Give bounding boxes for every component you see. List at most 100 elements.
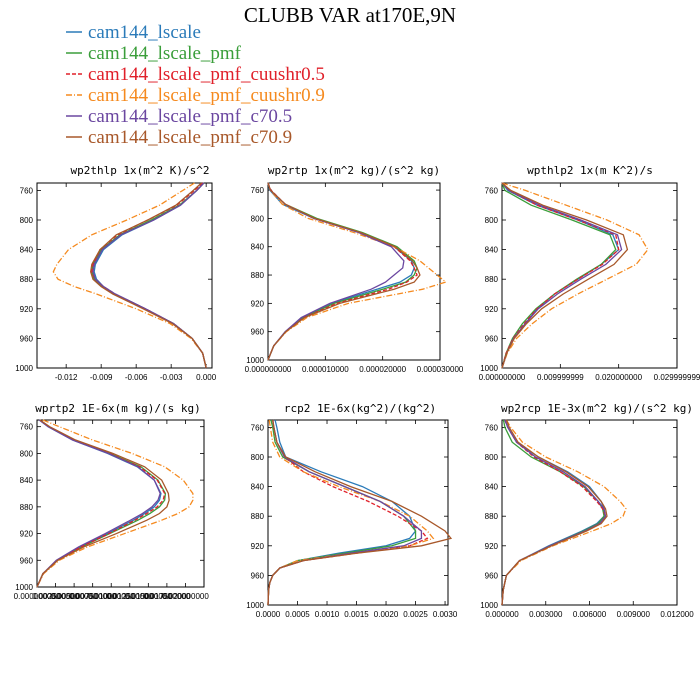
y-tick-label: 760 bbox=[485, 423, 499, 432]
y-tick-label: 920 bbox=[20, 305, 34, 314]
y-tick-label: 1000 bbox=[246, 356, 264, 365]
y-tick-label: 960 bbox=[485, 334, 499, 343]
x-tick-label: 0.029999999 bbox=[654, 373, 700, 382]
x-tick-label: 0.000000 bbox=[485, 610, 519, 619]
x-tick-label: 0.012000 bbox=[660, 610, 694, 619]
x-tick-label: 0.012500000 bbox=[106, 592, 153, 601]
x-tick-label: 0.020000000 bbox=[595, 373, 642, 382]
x-tick-label: 0.0015 bbox=[344, 610, 369, 619]
legend: cam144_lscalecam144_lscale_pmfcam144_lsc… bbox=[66, 22, 325, 148]
y-tick-label: 920 bbox=[251, 299, 265, 308]
x-tick-label: 0.002500000 bbox=[32, 592, 79, 601]
series-line-cam144-lscale-pmf-c70-5 bbox=[36, 419, 161, 588]
series-line-cam144-lscale-pmf-cuushr0-9 bbox=[501, 182, 649, 369]
legend-label: cam144_lscale_pmf bbox=[88, 43, 242, 64]
series-line-cam144-lscale-pmf-c70-5 bbox=[501, 419, 607, 606]
legend-label: cam144_lscale bbox=[88, 22, 201, 43]
y-tick-label: 920 bbox=[251, 542, 265, 551]
x-tick-label: 0.0000 bbox=[256, 610, 281, 619]
x-tick-label: 0.017500000 bbox=[144, 592, 191, 601]
x-tick-label: 0.000000000 bbox=[245, 365, 292, 374]
series-line-cam144-lscale-pmf-c70-9 bbox=[501, 182, 629, 369]
y-tick-label: 960 bbox=[485, 571, 499, 580]
plot-frame bbox=[36, 419, 205, 588]
panel-title: wp2thlp 1x(m^2 K)/s^2 bbox=[70, 164, 209, 177]
series-line-cam144-lscale-pmf-cuushr0-9 bbox=[267, 182, 448, 361]
y-tick-label: 760 bbox=[20, 186, 34, 195]
series-line-cam144-lscale-pmf-c70-5 bbox=[92, 182, 207, 369]
panel-3: wpthlp2 1x(m K^2)/s 760 800 840 880 920 960 100… bbox=[479, 164, 700, 382]
y-tick-label: 880 bbox=[251, 271, 265, 280]
panel-title: wp2rcp 1E-3x(m^2 kg)/(s^2 kg) bbox=[501, 402, 693, 415]
x-tick-label: 0.015000000 bbox=[125, 592, 172, 601]
plot-frame bbox=[267, 182, 441, 361]
series-line-cam144-lscale-pmf-cuushr0-5 bbox=[501, 419, 607, 606]
y-tick-label: 840 bbox=[20, 476, 34, 485]
series-line-cam144-lscale bbox=[501, 419, 605, 606]
y-tick-label: 960 bbox=[251, 328, 265, 337]
series-line-cam144-lscale-pmf-cuushr0-9 bbox=[36, 419, 194, 588]
y-tick-label: 960 bbox=[20, 334, 34, 343]
y-tick-label: 1000 bbox=[480, 364, 498, 373]
y-tick-label: 800 bbox=[251, 214, 265, 223]
series-line-cam144-lscale-pmf-cuushr0-9 bbox=[52, 182, 207, 369]
series-line-cam144-lscale bbox=[267, 182, 415, 361]
x-tick-label: 0.007500000 bbox=[69, 592, 116, 601]
series-line-cam144-lscale-pmf bbox=[267, 182, 418, 361]
series-line-cam144-lscale-pmf-cuushr0-9 bbox=[267, 419, 435, 606]
series-line-cam144-lscale-pmf-c70-9 bbox=[501, 419, 608, 606]
series-line-cam144-lscale-pmf-c70-9 bbox=[267, 419, 453, 606]
y-tick-label: 760 bbox=[20, 423, 34, 432]
x-tick-label: 0.000000000 bbox=[14, 592, 61, 601]
panel-title: wp2rtp 1x(m^2 kg)/(s^2 kg) bbox=[268, 164, 440, 177]
panel-title: wprtp2 1E-6x(m kg)/(s kg) bbox=[35, 402, 201, 415]
legend-label: cam144_lscale_pmf_cuushr0.5 bbox=[88, 64, 325, 85]
x-tick-label: 0.000020000 bbox=[359, 365, 406, 374]
y-tick-label: 800 bbox=[251, 453, 265, 462]
panel-1: wp2thlp 1x(m^2 K)/s^2 760 800 840 880 920 960 1… bbox=[15, 164, 217, 382]
y-tick-label: 840 bbox=[485, 483, 499, 492]
series-line-cam144-lscale bbox=[267, 419, 417, 606]
y-tick-label: 880 bbox=[20, 275, 34, 284]
panel-title: rcp2 1E-6x(kg^2)/(kg^2) bbox=[284, 402, 436, 415]
y-tick-label: 840 bbox=[485, 246, 499, 255]
panel-4: wprtp2 1E-6x(m kg)/(s kg)760 800 840 880 920… bbox=[14, 402, 210, 601]
x-tick-label: 0.000 bbox=[196, 373, 217, 382]
x-tick-label: 0.009999999 bbox=[537, 373, 584, 382]
y-tick-label: 840 bbox=[251, 243, 265, 252]
series-line-cam144-lscale-pmf bbox=[91, 182, 207, 369]
x-tick-label: 0.005000000 bbox=[51, 592, 98, 601]
series-line-cam144-lscale-pmf-cuushr0-9 bbox=[501, 419, 627, 606]
x-tick-label: -0.009 bbox=[90, 373, 113, 382]
y-tick-label: 840 bbox=[251, 483, 265, 492]
y-tick-label: 800 bbox=[485, 453, 499, 462]
x-tick-label: -0.003 bbox=[160, 373, 183, 382]
legend-label: cam144_lscale_pmf_c70.9 bbox=[88, 127, 292, 148]
series-line-cam144-lscale-pmf-cuushr0-5 bbox=[267, 419, 429, 606]
series-line-cam144-lscale-pmf bbox=[501, 419, 605, 606]
x-tick-label: -0.012 bbox=[55, 373, 78, 382]
panel-6: wp2rcp 1E-3x(m^2 kg)/(s^2 kg)760 800 840 88… bbox=[480, 402, 694, 619]
plot-frame bbox=[267, 419, 449, 606]
y-tick-label: 880 bbox=[485, 512, 499, 521]
series-line-cam144-lscale-pmf-c70-9 bbox=[267, 182, 421, 361]
figure-title: CLUBB VAR at170E,9N bbox=[244, 3, 456, 27]
y-tick-label: 760 bbox=[251, 423, 265, 432]
y-tick-label: 920 bbox=[20, 530, 34, 539]
series-line-cam144-lscale-pmf-c70-5 bbox=[501, 182, 623, 369]
y-tick-label: 920 bbox=[485, 542, 499, 551]
x-tick-label: 0.000010000 bbox=[302, 365, 349, 374]
x-tick-label: 0.009000 bbox=[617, 610, 651, 619]
panel-title: wpthlp2 1x(m K^2)/s bbox=[527, 164, 653, 177]
y-tick-label: 840 bbox=[20, 246, 34, 255]
y-tick-label: 1000 bbox=[246, 601, 264, 610]
y-tick-label: 1000 bbox=[15, 364, 33, 373]
series-line-cam144-lscale-pmf bbox=[267, 419, 417, 606]
x-tick-label: 0.0005 bbox=[285, 610, 310, 619]
x-tick-label: 0.000000000 bbox=[479, 373, 526, 382]
panel-5: rcp2 1E-6x(kg^2)/(kg^2) 760 800 840 880 920 96… bbox=[246, 402, 458, 619]
y-tick-label: 1000 bbox=[15, 583, 33, 592]
x-tick-label: 0.0025 bbox=[403, 610, 428, 619]
x-tick-label: -0.006 bbox=[125, 373, 148, 382]
x-tick-label: 0.020000000 bbox=[162, 592, 209, 601]
